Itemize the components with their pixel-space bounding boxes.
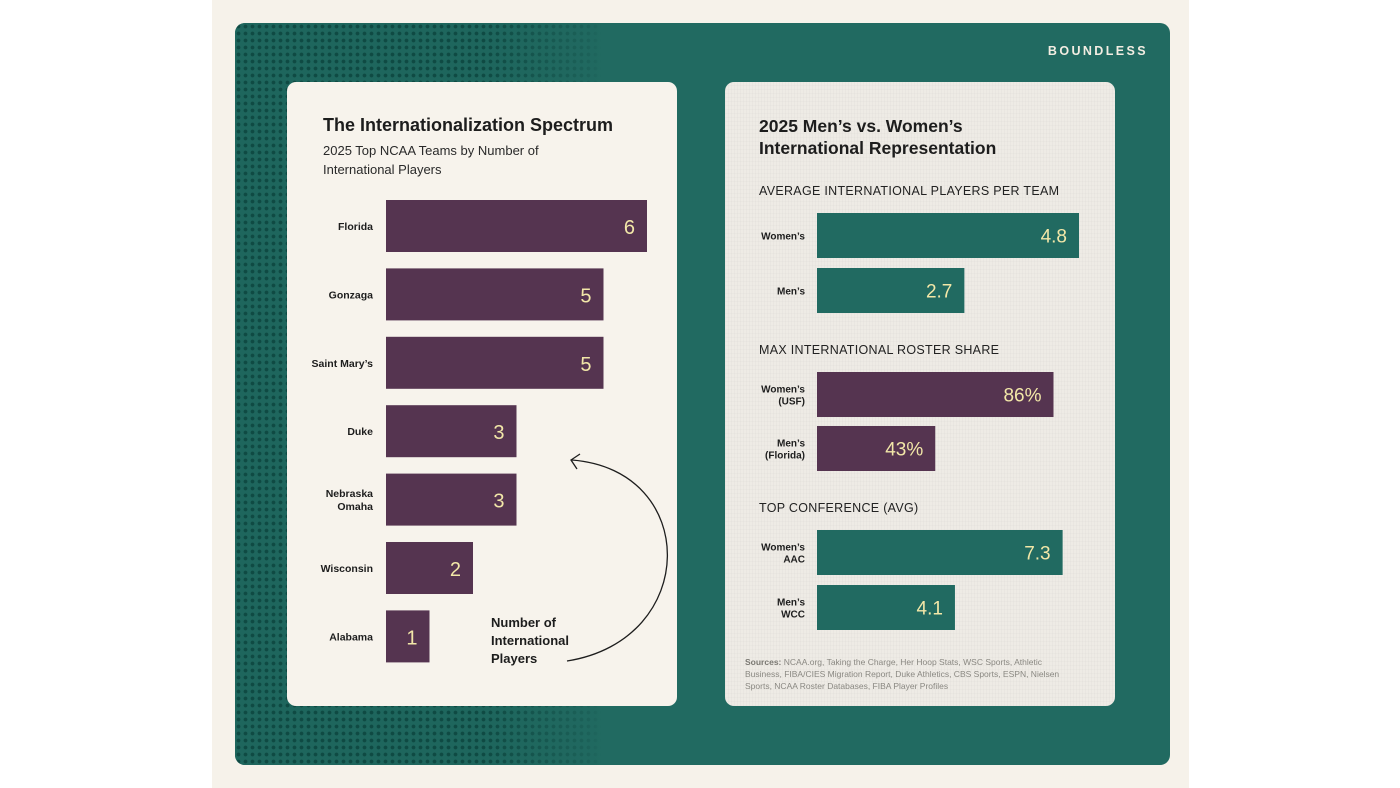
value-label-gonzaga: 5	[580, 285, 591, 307]
bar-florida	[386, 200, 647, 252]
section-title-max-share: MAX INTERNATIONAL ROSTER SHARE	[759, 343, 1000, 357]
sources-note: Sources: NCAA.org, Taking the Charge, He…	[745, 656, 1075, 692]
bar-saint-mary-s	[386, 336, 604, 389]
bar-alabama	[386, 610, 430, 663]
left-panel: The Internationalization Spectrum 2025 T…	[287, 82, 677, 706]
value-label-alabama: 1	[406, 627, 417, 649]
category-label-nebraska-omaha: Omaha	[337, 501, 373, 513]
right-panel-title: 2025 Men’s vs. Women’s International Rep…	[759, 116, 997, 158]
category-label-wisconsin: Wisconsin	[321, 563, 373, 575]
left-panel-subtitle: 2025 Top NCAA Teams by Number of Interna…	[323, 143, 539, 177]
bar-gonzaga	[386, 268, 604, 321]
category-label-saint-mary-s: Saint Mary’s	[312, 358, 374, 370]
sources-label: Sources:	[745, 657, 782, 667]
category-label-duke: Duke	[347, 426, 373, 438]
left-panel-title: The Internationalization Spectrum	[323, 115, 614, 135]
right-panel: 2025 Men’s vs. Women’s International Rep…	[725, 82, 1115, 706]
category-label-gonzaga: Gonzaga	[329, 289, 373, 301]
bar-wisconsin	[386, 542, 473, 594]
bar-nebraska-omaha	[386, 473, 517, 526]
section-title-top-conference: TOP CONFERENCE (AVG)	[759, 501, 919, 515]
value-label-saint-mary-s: 5	[580, 354, 591, 376]
callout-arrowhead	[570, 453, 581, 470]
value-label-florida: 6	[624, 217, 635, 239]
callout-arrow	[566, 459, 668, 662]
category-label-nebraska-omaha: Nebraska	[326, 488, 373, 500]
sources-text: NCAA.org, Taking the Charge, Her Hoop St…	[745, 657, 1060, 691]
callout-label: Number of International Players	[491, 615, 570, 666]
category-label-alabama: Alabama	[329, 631, 373, 643]
value-label-wisconsin: 2	[450, 559, 461, 581]
bar-duke	[386, 405, 517, 458]
value-label-duke: 3	[493, 422, 504, 444]
section-title-average: AVERAGE INTERNATIONAL PLAYERS PER TEAM	[759, 184, 1060, 198]
value-label-nebraska-omaha: 3	[493, 491, 504, 513]
brand-logo: BOUNDLESS	[1047, 44, 1148, 58]
category-label-florida: Florida	[338, 221, 373, 233]
